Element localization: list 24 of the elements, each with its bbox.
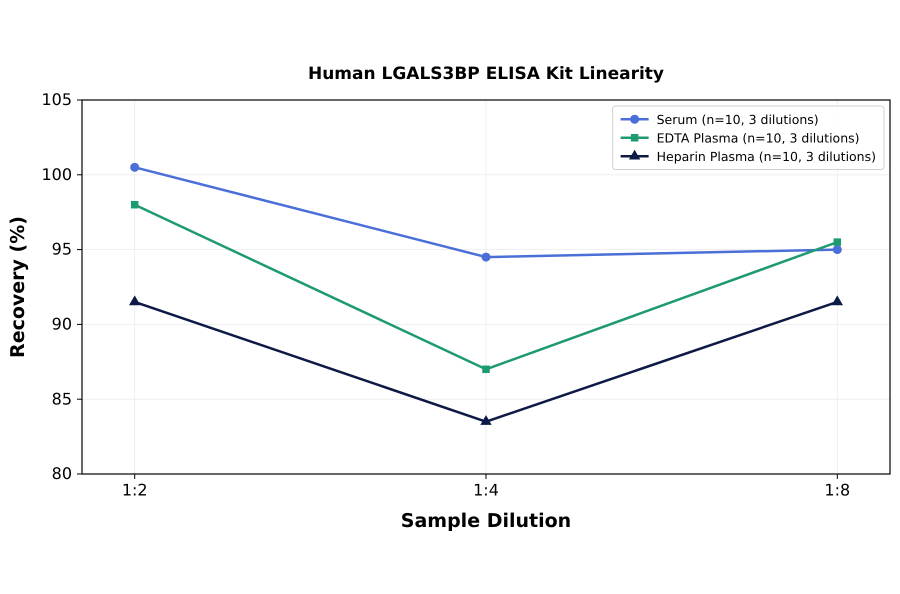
legend-label: Heparin Plasma (n=10, 3 dilutions) xyxy=(656,148,876,164)
legend-label: EDTA Plasma (n=10, 3 dilutions) xyxy=(656,130,860,146)
y-axis-title: Recovery (%) xyxy=(7,216,29,358)
point xyxy=(832,295,843,306)
y-tick-label: 85 xyxy=(52,389,72,408)
y-tick-label: 95 xyxy=(52,240,72,259)
point xyxy=(832,245,842,254)
point xyxy=(481,252,491,262)
point xyxy=(130,200,138,208)
x-tick-label: 1:2 xyxy=(122,480,148,500)
y-tick-label: 100 xyxy=(41,164,72,184)
legend-label: Serum (n=10, 3 dilutions) xyxy=(656,112,819,127)
y-tick-label: 105 xyxy=(41,90,72,110)
x-tick-label: 1:4 xyxy=(473,480,499,500)
x-tick-label: 1:8 xyxy=(824,480,850,500)
point xyxy=(130,162,140,172)
point xyxy=(834,238,842,246)
y-tick-label: 90 xyxy=(52,314,72,334)
point xyxy=(129,295,140,306)
y-tick-label: 80 xyxy=(52,464,72,484)
chart-title: Human LGALS3BP ELISA Kit Linearity xyxy=(308,64,664,84)
point xyxy=(482,366,490,374)
point xyxy=(480,415,492,425)
x-axis-title: Sample Dilution xyxy=(400,510,572,532)
